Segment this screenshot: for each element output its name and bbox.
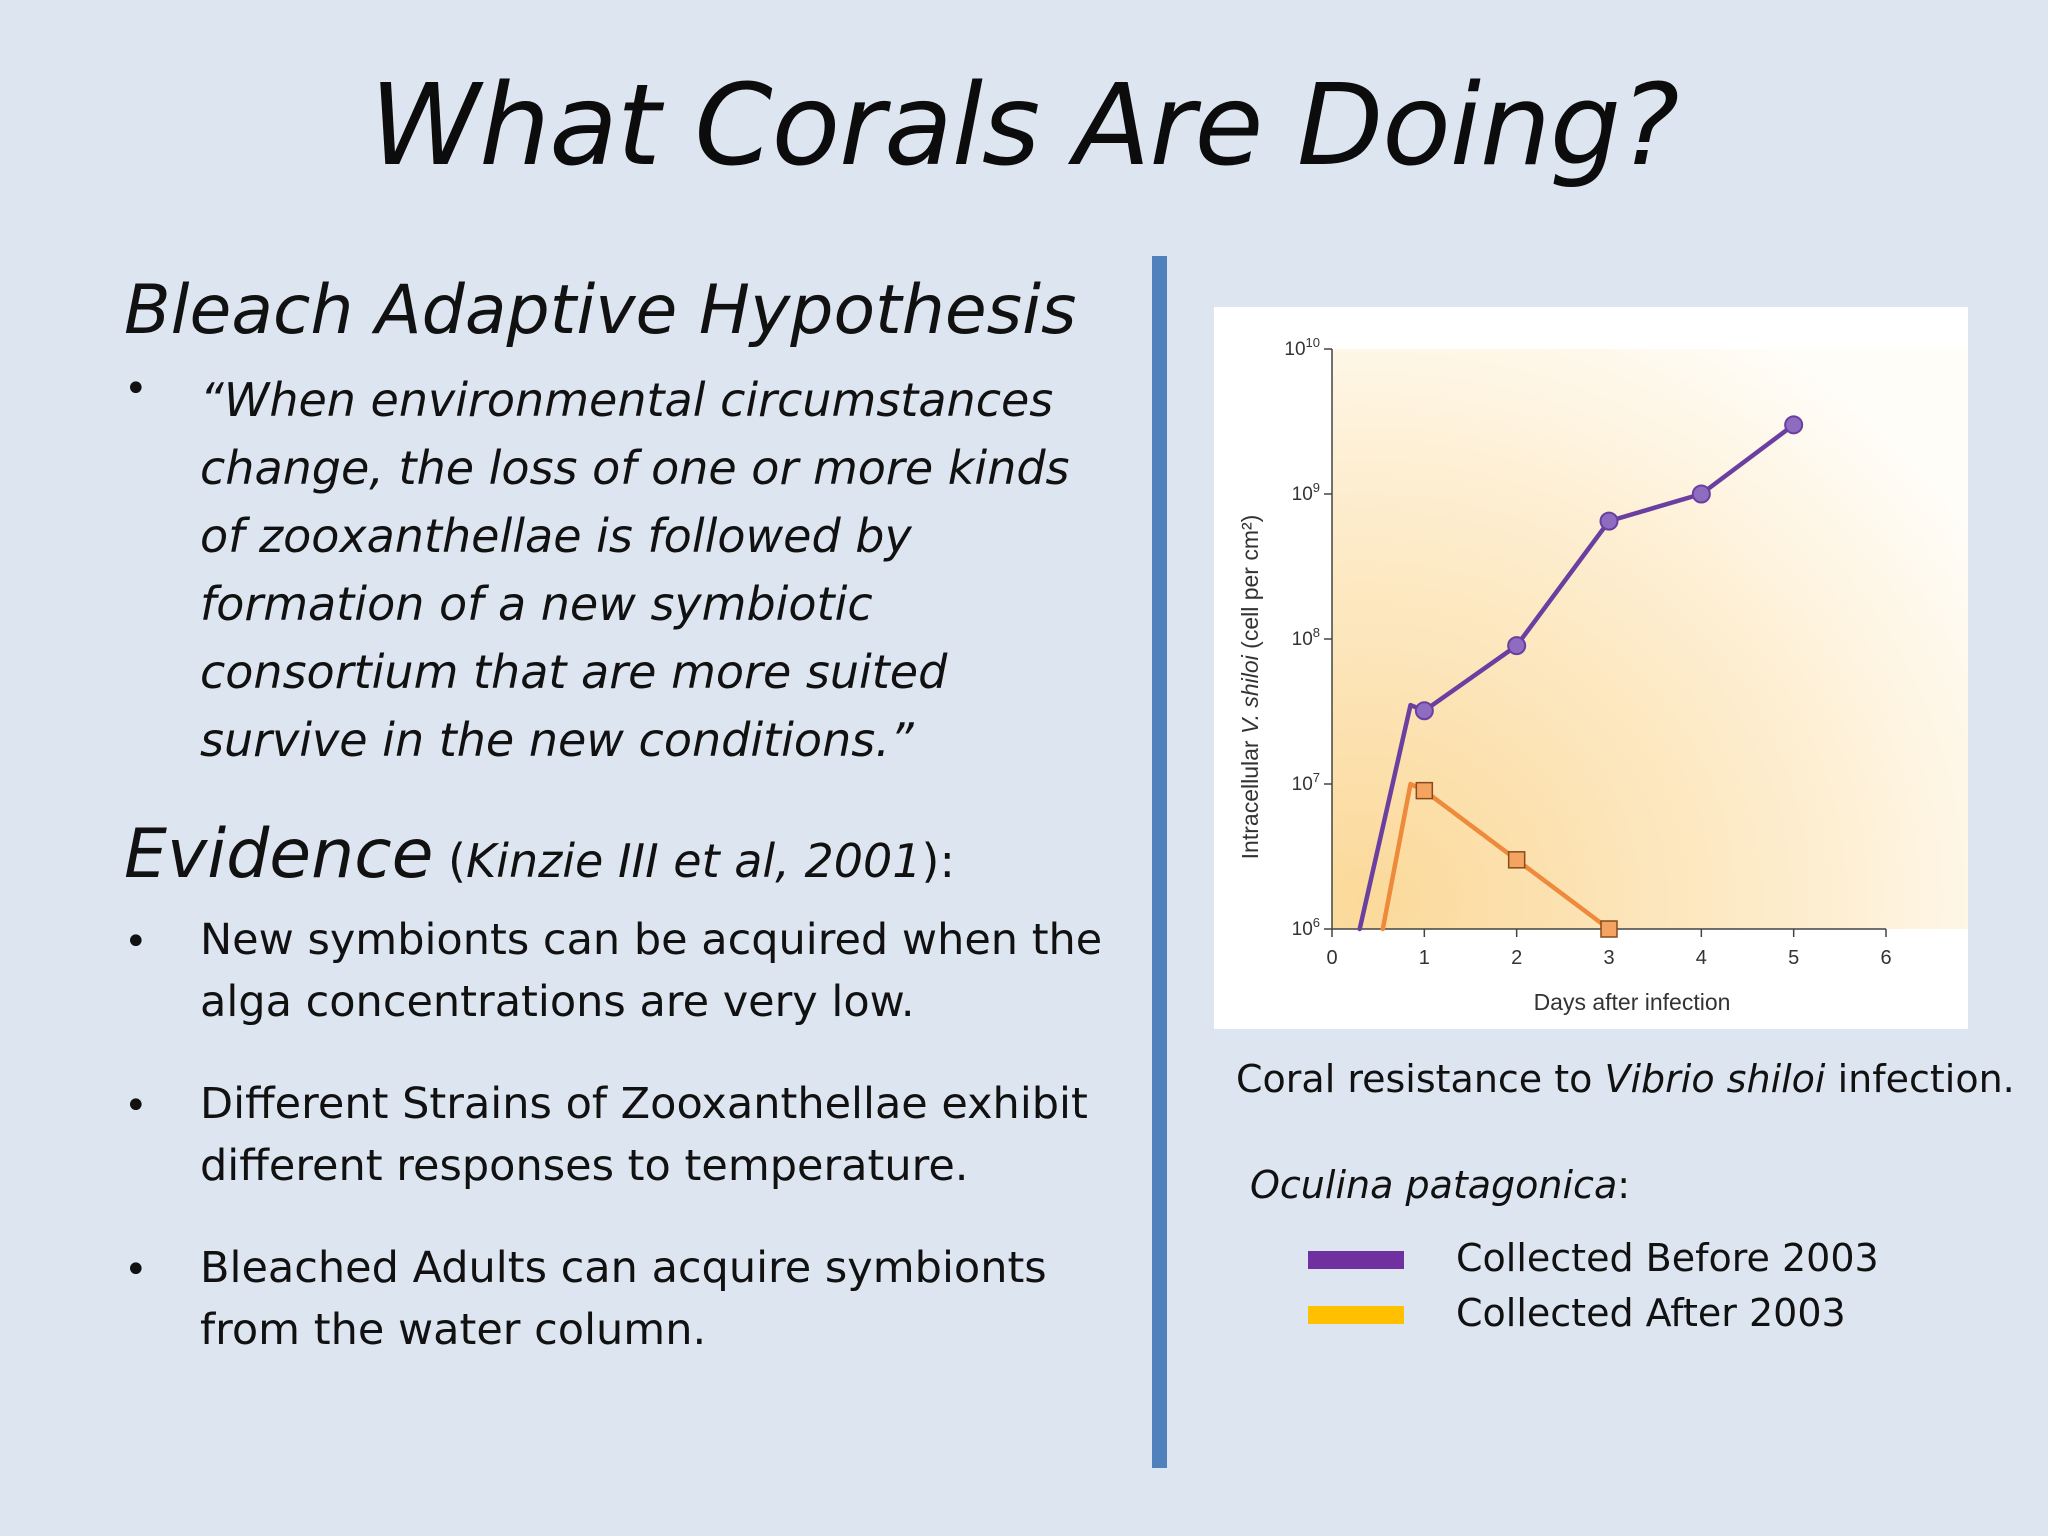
data-point-square	[1600, 920, 1618, 938]
y-tick-label: 107	[1292, 770, 1320, 795]
column-divider	[1152, 256, 1167, 1468]
y-axis-label: Intracellular V. shiloi (cell per cm²)	[1237, 515, 1263, 860]
evidence-citation: Kinzie III et al, 2001	[466, 833, 922, 888]
hypothesis-heading: Bleach Adaptive Hypothesis	[124, 271, 1077, 350]
x-tick-label: 3	[1603, 947, 1614, 969]
evidence-item: • Bleached Adults can acquire symbionts f…	[124, 1237, 1124, 1361]
y-tick-label: 108	[1292, 625, 1320, 650]
data-point-circle	[1599, 511, 1619, 531]
citation-open: (	[433, 833, 466, 888]
y-tick-label: 109	[1292, 480, 1320, 505]
evidence-item-text: Bleached Adults can acquire symbionts fr…	[200, 1243, 1047, 1356]
data-point-circle	[1784, 415, 1804, 435]
legend-title-text: Oculina patagonica	[1250, 1163, 1618, 1207]
data-point-circle	[1507, 636, 1527, 656]
infection-chart: 0 1 2 3 4 5 6 106 107 108 109 1010 Days after infec…	[1214, 307, 1968, 1029]
data-point-circle	[1414, 701, 1434, 721]
bullet-icon: •	[124, 365, 148, 412]
citation-close: ):	[921, 833, 955, 888]
data-point-circle	[1691, 484, 1711, 504]
caption-prefix: Coral resistance to	[1236, 1057, 1605, 1101]
bullet-icon: •	[124, 1083, 148, 1130]
legend-title-colon: :	[1617, 1163, 1631, 1207]
x-tick-label: 2	[1511, 947, 1522, 969]
left-column: Bleach Adaptive Hypothesis • “When envir…	[124, 270, 1124, 1401]
chart-caption: Coral resistance to Vibrio shiloi infect…	[1236, 1054, 2015, 1104]
evidence-heading: Evidence (Kinzie III et al, 2001):	[124, 814, 1124, 896]
slide-title: What Corals Are Doing?	[369, 61, 1680, 191]
legend-label: Collected Before 2003	[1456, 1236, 1879, 1280]
evidence-item-text: New symbionts can be acquired when the a…	[200, 915, 1103, 1028]
legend-swatch-purple	[1308, 1251, 1404, 1269]
legend-title: Oculina patagonica:	[1250, 1163, 1630, 1207]
y-tick-label: 1010	[1284, 335, 1320, 360]
caption-suffix: infection.	[1825, 1057, 2015, 1101]
y-axis-label-prefix: Intracellular	[1237, 734, 1263, 859]
plot-background	[1332, 349, 1968, 929]
y-axis-label-species: V. shiloi	[1237, 654, 1263, 734]
evidence-list: • New symbionts can be acquired when the …	[124, 909, 1124, 1361]
bullet-icon: •	[124, 919, 148, 966]
x-tick-label: 4	[1696, 947, 1707, 969]
quote-text: “When environmental circumstances change…	[200, 372, 1070, 767]
legend-swatch-yellow	[1308, 1306, 1404, 1324]
y-axis-label-suffix: (cell per cm²)	[1237, 515, 1263, 656]
evidence-item: • New symbionts can be acquired when the …	[124, 909, 1124, 1033]
x-tick-label: 5	[1788, 947, 1799, 969]
chart-svg: 0 1 2 3 4 5 6 106 107 108 109 1010 Days after infec…	[1237, 335, 1968, 1015]
hypothesis-quote: • “When environmental circumstances chan…	[124, 366, 1124, 774]
evidence-item: • Different Strains of Zooxanthellae exhi…	[124, 1073, 1124, 1197]
data-point-square	[1415, 781, 1434, 800]
x-tick-label: 1	[1419, 947, 1430, 969]
x-axis-label: Days after infection	[1534, 989, 1731, 1015]
legend-label: Collected After 2003	[1456, 1291, 1846, 1335]
evidence-heading-text: Evidence	[124, 814, 434, 894]
y-tick-label: 106	[1292, 915, 1320, 940]
caption-species: Vibrio shiloi	[1604, 1057, 1826, 1101]
x-tick-label: 6	[1880, 947, 1891, 969]
data-point-square	[1507, 851, 1526, 869]
evidence-item-text: Different Strains of Zooxanthellae exhib…	[200, 1079, 1088, 1192]
x-tick-label: 0	[1326, 947, 1337, 969]
bullet-icon: •	[124, 1247, 148, 1294]
